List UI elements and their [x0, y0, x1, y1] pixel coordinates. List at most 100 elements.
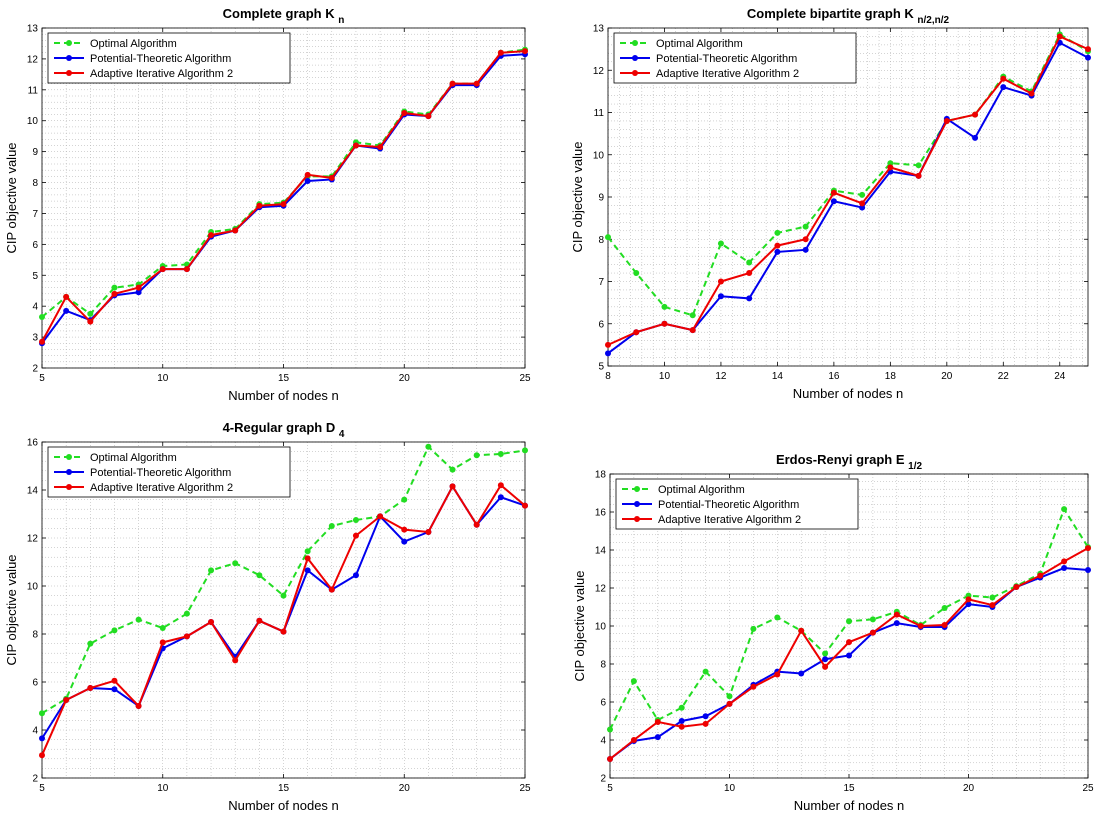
data-point [633, 329, 640, 336]
data-point [630, 737, 637, 743]
chart-panel-1: 5 10 15 20 25 2 3 4 5 6 7 8 9 10 11 12 13 Complete graph … [4, 6, 531, 403]
data-point [798, 627, 805, 634]
data-point [111, 284, 118, 291]
x-tick-label: 14 [772, 371, 784, 382]
y-tick-label: 14 [27, 486, 39, 497]
data-point [449, 80, 456, 87]
data-point [63, 697, 70, 703]
data-point [726, 693, 733, 700]
data-point [232, 227, 239, 234]
x-axis-label: Number of nodes n [228, 798, 339, 813]
plot-area [42, 28, 525, 368]
y-tick-label: 6 [32, 240, 38, 251]
y-tick-label: 5 [32, 271, 38, 282]
legend: Optimal Algorithm Potential-Theoretic Alg… [615, 478, 859, 530]
data-point [183, 610, 190, 617]
y-tick-label: 12 [593, 66, 605, 77]
x-axis-label: Number of nodes n [228, 388, 339, 403]
y-tick-label: 11 [28, 85, 39, 96]
data-point [605, 234, 611, 241]
data-point [822, 663, 829, 670]
data-point [869, 629, 876, 636]
data-point [774, 614, 781, 621]
y-tick-label: 11 [594, 108, 605, 119]
y-axis-label: CIP objective value [4, 142, 19, 253]
x-tick-label: 18 [885, 371, 897, 382]
data-point [869, 616, 876, 623]
data-point [256, 572, 263, 579]
data-point [352, 142, 359, 149]
data-point [39, 338, 45, 345]
x-tick-label: 25 [519, 373, 531, 384]
x-tick-label: 5 [39, 373, 45, 384]
data-point [802, 236, 809, 243]
legend-label: Adaptive Iterative Algorithm 2 [90, 482, 233, 494]
legend: Optimal Algorithm Potential-Theoretic Alg… [47, 32, 291, 84]
data-point [654, 718, 661, 725]
data-point [846, 639, 852, 646]
y-tick-label: 8 [598, 235, 604, 246]
series-line [41, 445, 526, 715]
y-tick-label: 9 [32, 147, 38, 158]
x-tick-label: 10 [724, 783, 736, 794]
y-axis-label: CIP objective value [570, 141, 585, 252]
data-point [63, 293, 70, 300]
data-point [822, 650, 829, 657]
data-point [661, 320, 668, 327]
legend-swatch-marker [66, 469, 72, 475]
data-point [943, 117, 950, 124]
y-tick-label: 10 [595, 622, 607, 633]
data-point [280, 592, 287, 599]
data-point [304, 171, 311, 178]
x-tick-label: 5 [607, 783, 613, 794]
data-point [1028, 90, 1035, 97]
data-point [425, 443, 432, 450]
data-point [497, 451, 504, 457]
data-point [111, 686, 118, 693]
series-line [607, 35, 1089, 346]
y-tick-label: 2 [32, 364, 38, 375]
x-tick-label: 5 [39, 783, 45, 794]
y-tick-label: 18 [595, 470, 607, 481]
x-tick-label: 10 [157, 373, 169, 384]
chart-title: Complete bipartite graph K n/2,n/2 [747, 6, 950, 26]
legend-swatch-marker [634, 516, 640, 522]
data-point [678, 723, 685, 730]
series-adaptive [605, 33, 1091, 348]
data-point [449, 466, 456, 473]
data-point [915, 162, 922, 169]
y-tick-label: 8 [32, 178, 38, 189]
legend-box [613, 32, 857, 84]
data-point [661, 303, 668, 310]
y-tick-label: 10 [27, 116, 39, 127]
data-point [1085, 46, 1091, 53]
data-point [497, 49, 504, 56]
data-point [232, 560, 239, 567]
data-point [798, 670, 805, 677]
x-tick-label: 20 [399, 373, 411, 384]
x-tick-label: 10 [157, 783, 169, 794]
legend-swatch-marker [634, 501, 640, 507]
x-tick-label: 10 [659, 371, 671, 382]
y-tick-label: 4 [600, 736, 606, 747]
data-point [750, 625, 757, 632]
x-axis-label: Number of nodes n [794, 798, 905, 813]
x-tick-label: 8 [605, 371, 611, 382]
y-tick-label: 2 [600, 774, 606, 785]
data-point [726, 700, 733, 707]
x-tick-label: 22 [998, 371, 1010, 382]
data-point [678, 704, 685, 711]
data-point [972, 134, 979, 141]
data-point [256, 617, 263, 624]
data-point [605, 341, 611, 348]
data-point [473, 521, 480, 528]
data-point [63, 307, 70, 314]
data-point [1000, 75, 1007, 82]
data-point [917, 623, 924, 629]
chart-panel-3: 5 10 15 20 25 2 4 6 8 10 12 14 16 4-Regular graph D 4… [4, 420, 531, 813]
data-point [183, 633, 190, 640]
data-point [1061, 506, 1068, 513]
data-point [989, 602, 996, 609]
series-line [41, 48, 526, 318]
data-point [111, 627, 118, 634]
